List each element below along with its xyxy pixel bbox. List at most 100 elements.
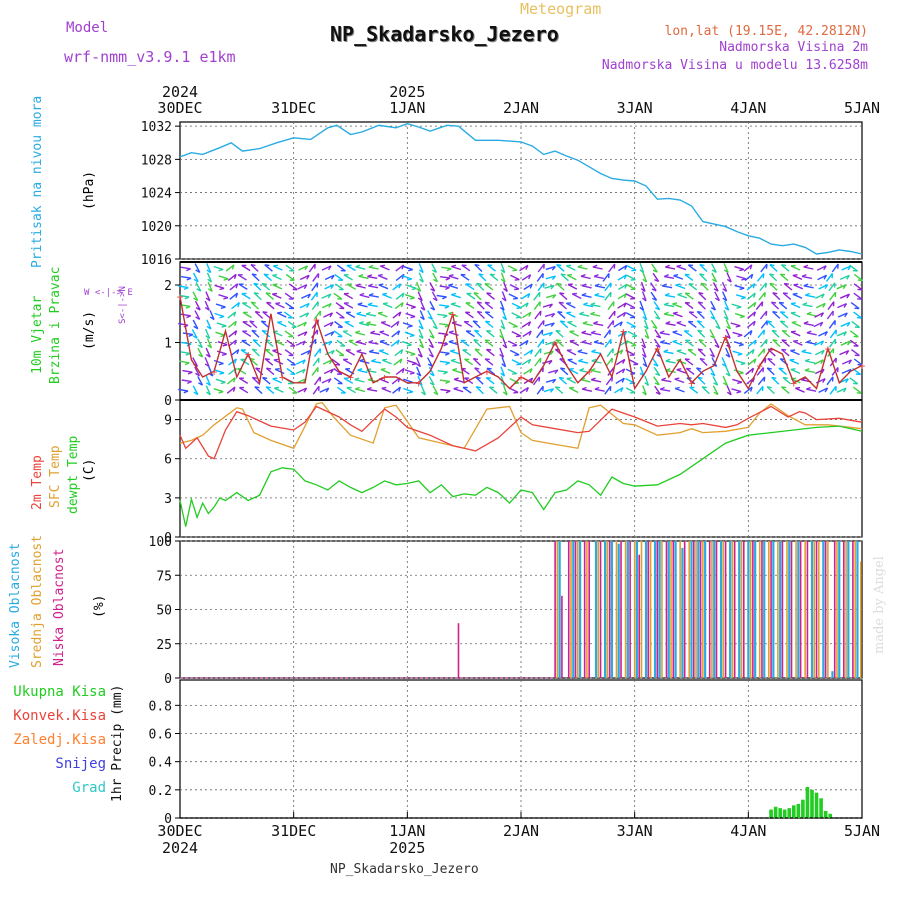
- wind-arrow: [395, 292, 405, 300]
- wind-arrow: [417, 347, 423, 358]
- wind-marker: +: [415, 377, 422, 390]
- wind-arrow: [429, 300, 436, 311]
- wind-arrow: [519, 264, 529, 272]
- wind-arrow: [791, 321, 802, 328]
- wind-arrow: [558, 301, 567, 310]
- wind-arrow: [721, 281, 728, 292]
- wind-arrow: [346, 264, 356, 272]
- wind-arrow: [790, 330, 801, 337]
- wind-arrow: [571, 292, 582, 300]
- wind-arrow: [265, 292, 275, 300]
- wind-arrow: [311, 329, 319, 339]
- wind-arrow: [230, 348, 240, 357]
- wind-arrow: [814, 349, 825, 356]
- wind-arrow: [476, 310, 485, 320]
- wind-arrow: [284, 302, 295, 310]
- wind-arrow: [615, 358, 626, 366]
- wind-arrow: [567, 321, 577, 328]
- wind-arrow: [288, 386, 298, 394]
- wind-arrow: [308, 263, 316, 273]
- wind-arrow: [542, 303, 554, 309]
- wind-arrow: [734, 265, 745, 272]
- wind-arrow: [853, 311, 863, 319]
- wind-arrow: [462, 349, 472, 356]
- wind-arrow: [448, 283, 459, 289]
- wind-arrow: [313, 376, 322, 386]
- wind-arrow: [801, 349, 812, 355]
- wind-arrow: [521, 321, 532, 328]
- wind-arrow: [249, 357, 258, 366]
- wind-arrow: [790, 311, 801, 318]
- wind-arrow: [358, 274, 369, 280]
- wind-arrow: [813, 359, 824, 365]
- wind-arrow: [213, 265, 224, 272]
- wind-arrow: [214, 284, 225, 291]
- wind-arrow: [590, 377, 602, 383]
- wind-arrow: [521, 274, 532, 281]
- wind-arrow: [781, 329, 791, 338]
- wind-arrow: [431, 263, 438, 274]
- wind-arrow: [355, 264, 366, 270]
- wind-marker: +: [790, 377, 797, 390]
- wind-arrow: [829, 291, 837, 301]
- wind-arrow: [460, 339, 470, 347]
- wind-arrow: [380, 368, 391, 374]
- wind-arrow: [402, 275, 413, 281]
- wind-arrow: [654, 385, 661, 395]
- precip-bar: [810, 789, 814, 818]
- wind-arrow: [522, 311, 532, 319]
- wind-arrow: [653, 310, 661, 320]
- wind-arrow: [659, 330, 670, 336]
- wind-arrow: [500, 263, 506, 274]
- wind-arrow: [618, 264, 628, 272]
- wind-arrow: [346, 386, 356, 394]
- wind-arrow: [321, 378, 332, 384]
- wind-arrow: [229, 283, 239, 291]
- wind-arrow: [613, 321, 623, 328]
- wind-arrow: [672, 339, 683, 346]
- wind-arrow: [536, 329, 544, 339]
- wind-arrow: [758, 291, 766, 301]
- wind-arrow: [231, 301, 241, 310]
- wind-arrow: [499, 328, 505, 340]
- wind-arrow: [502, 338, 508, 349]
- wind-arrow: [355, 283, 366, 289]
- wind-arrow: [251, 329, 260, 338]
- wind-arrow: [685, 367, 695, 375]
- wind-arrow: [428, 329, 435, 339]
- wind-arrow: [792, 274, 803, 281]
- wind-arrow: [566, 264, 576, 271]
- wind-arrow: [537, 263, 545, 273]
- wind-marker: +: [347, 371, 354, 384]
- y-tick-label: 75: [156, 569, 172, 584]
- wind-arrow: [216, 350, 227, 356]
- wind-arrow: [581, 283, 592, 289]
- wind-arrow: [534, 310, 542, 320]
- wind-arrow: [272, 274, 282, 281]
- x-date-label-top: 3JAN: [617, 99, 653, 117]
- wind-arrow: [377, 311, 388, 318]
- wind-arrow: [829, 357, 837, 367]
- wind-arrow: [431, 319, 438, 330]
- wind-arrow: [521, 292, 531, 300]
- wind-arrow: [689, 386, 699, 394]
- wind-arrow: [473, 292, 482, 301]
- wind-arrow: [452, 368, 463, 374]
- wind-arrow: [510, 274, 520, 281]
- wind-arrow: [180, 266, 191, 272]
- wind-arrow: [331, 358, 341, 366]
- wind-arrow: [653, 301, 661, 311]
- wind-arrow: [489, 273, 499, 282]
- wind-arrow: [672, 302, 683, 308]
- wind-arrow: [461, 264, 471, 272]
- wind-arrow: [356, 311, 367, 317]
- wind-arrow: [628, 359, 639, 366]
- wind-arrow: [696, 310, 705, 320]
- wind-arrow: [713, 338, 720, 349]
- wind-arrow: [474, 348, 483, 357]
- wind-arrow: [759, 310, 768, 320]
- wind-arrow: [592, 264, 603, 270]
- wind-arrow: [674, 386, 685, 393]
- wind-arrow: [828, 282, 836, 292]
- wind-arrow: [453, 386, 464, 393]
